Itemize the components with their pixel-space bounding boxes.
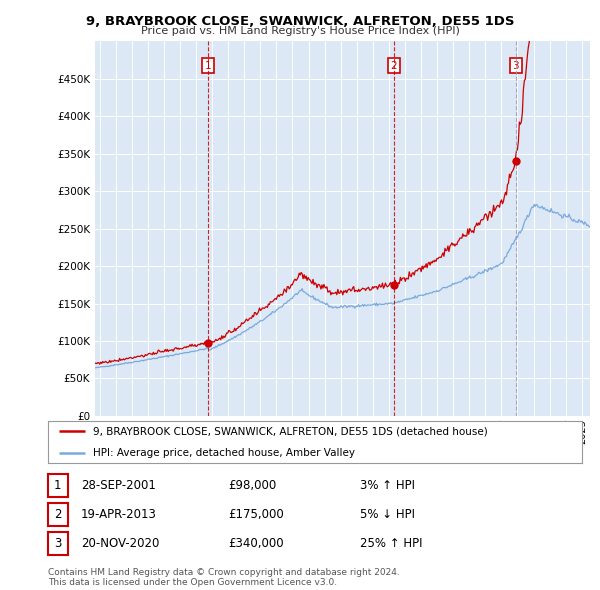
Text: £98,000: £98,000	[228, 479, 276, 492]
Text: HPI: Average price, detached house, Amber Valley: HPI: Average price, detached house, Ambe…	[94, 448, 355, 457]
Text: £175,000: £175,000	[228, 508, 284, 521]
Text: 9, BRAYBROOK CLOSE, SWANWICK, ALFRETON, DE55 1DS (detached house): 9, BRAYBROOK CLOSE, SWANWICK, ALFRETON, …	[94, 427, 488, 436]
Text: 2: 2	[391, 61, 397, 71]
Text: Price paid vs. HM Land Registry's House Price Index (HPI): Price paid vs. HM Land Registry's House …	[140, 26, 460, 36]
Text: 19-APR-2013: 19-APR-2013	[81, 508, 157, 521]
Text: 1: 1	[205, 61, 211, 71]
Text: £340,000: £340,000	[228, 537, 284, 550]
Text: 5% ↓ HPI: 5% ↓ HPI	[360, 508, 415, 521]
Text: 3% ↑ HPI: 3% ↑ HPI	[360, 479, 415, 492]
Text: 2: 2	[54, 508, 62, 521]
Text: 9, BRAYBROOK CLOSE, SWANWICK, ALFRETON, DE55 1DS: 9, BRAYBROOK CLOSE, SWANWICK, ALFRETON, …	[86, 15, 514, 28]
Text: Contains HM Land Registry data © Crown copyright and database right 2024.
This d: Contains HM Land Registry data © Crown c…	[48, 568, 400, 587]
Text: 3: 3	[54, 537, 62, 550]
Text: 3: 3	[512, 61, 519, 71]
Text: 28-SEP-2001: 28-SEP-2001	[81, 479, 156, 492]
Text: 25% ↑ HPI: 25% ↑ HPI	[360, 537, 422, 550]
Text: 1: 1	[54, 479, 62, 492]
Text: 20-NOV-2020: 20-NOV-2020	[81, 537, 160, 550]
